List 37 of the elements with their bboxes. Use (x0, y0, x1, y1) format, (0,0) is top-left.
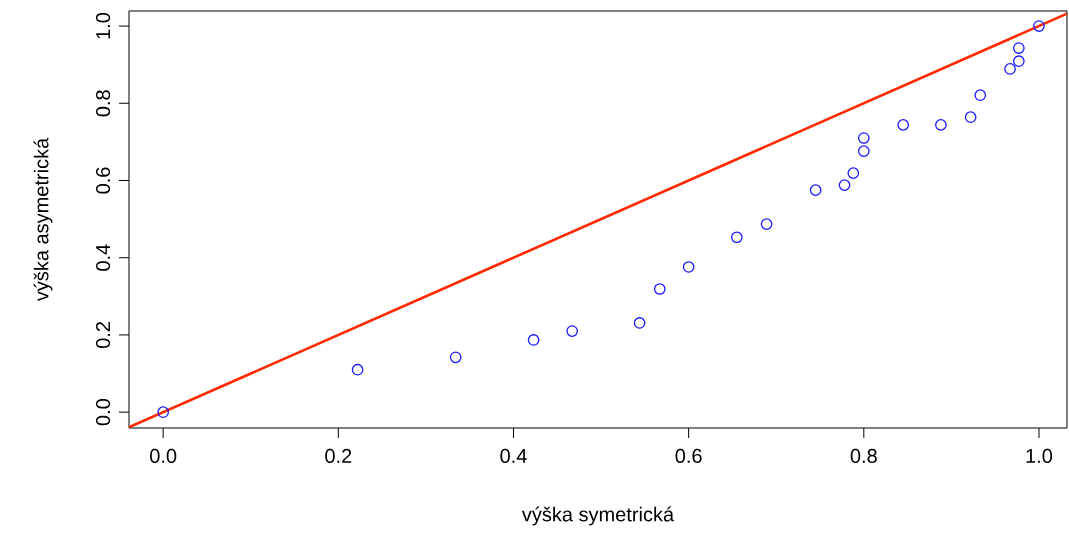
point (351, 363, 364, 376)
point (897, 119, 910, 131)
point (566, 325, 579, 337)
point (730, 231, 743, 244)
y-tick-label: 0.0 (95, 399, 111, 426)
point (838, 179, 851, 191)
point (847, 167, 860, 180)
point (935, 119, 947, 131)
point (974, 89, 987, 102)
point (1012, 42, 1025, 54)
point (809, 184, 822, 196)
point (449, 351, 462, 364)
y-tick-label: 0.2 (95, 322, 111, 349)
x-tick-label: 0.4 (500, 448, 527, 463)
point (633, 317, 646, 329)
point (653, 283, 666, 295)
point (857, 132, 870, 144)
x-tick-label: 0.2 (325, 448, 352, 463)
point (857, 145, 870, 157)
y-tick-label: 0.8 (95, 90, 111, 117)
point (527, 334, 540, 346)
point (157, 406, 170, 419)
x-axis-title: výška symetrická (521, 506, 675, 526)
point (964, 111, 977, 124)
point (1004, 63, 1016, 75)
x-tick-label: 1.0 (1026, 448, 1053, 463)
point (1012, 55, 1025, 68)
x-tick-label: 0.6 (675, 448, 702, 463)
x-tick-label: 0.0 (150, 448, 177, 463)
point (682, 261, 695, 273)
y-tick-label: 0.6 (95, 167, 111, 194)
y-tick-label: 1.0 (95, 12, 111, 39)
x-tick-label: 0.8 (850, 448, 877, 463)
y-tick-label: 0.4 (95, 244, 111, 271)
point (760, 218, 773, 230)
y-axis-title: výška asymetrická (33, 137, 53, 302)
point (1033, 20, 1045, 32)
